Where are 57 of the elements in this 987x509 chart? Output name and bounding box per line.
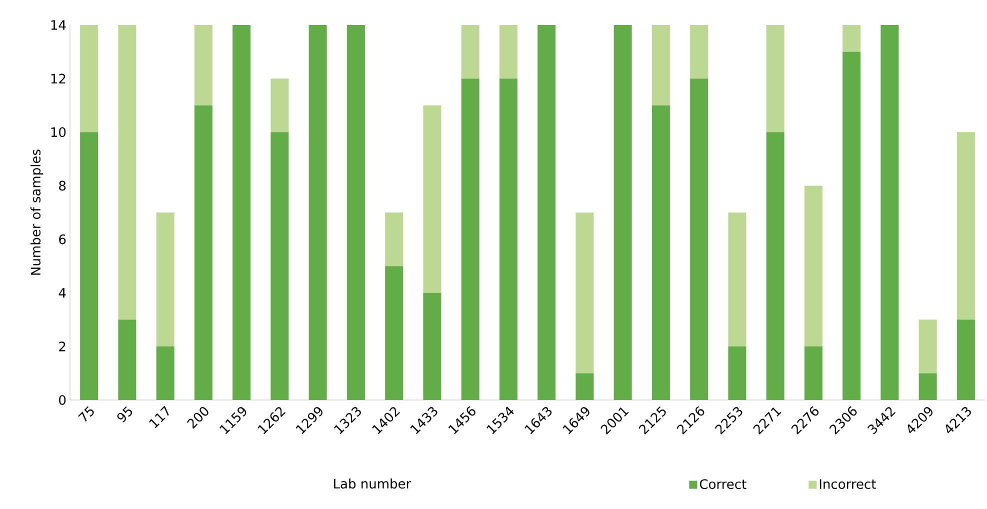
bar bbox=[499, 25, 518, 79]
bar bbox=[956, 132, 975, 320]
bar bbox=[652, 25, 670, 106]
y-axis-title: Number of samples bbox=[30, 150, 44, 275]
bar bbox=[385, 266, 404, 400]
legend-label: Incorrect bbox=[820, 479, 876, 489]
bar bbox=[194, 25, 212, 106]
x-tick-label: 95 bbox=[117, 406, 132, 422]
y-tick-label: 6 bbox=[59, 234, 66, 244]
bar bbox=[842, 25, 861, 52]
y-tick-label: 8 bbox=[59, 180, 66, 191]
bar bbox=[156, 346, 174, 400]
x-tick-label: 75 bbox=[78, 406, 94, 422]
bar bbox=[576, 212, 594, 374]
bar bbox=[918, 373, 937, 400]
bar bbox=[385, 212, 404, 266]
bar bbox=[499, 78, 518, 400]
y-tick-label: 0 bbox=[59, 395, 66, 405]
bar bbox=[538, 25, 556, 400]
bar bbox=[423, 292, 442, 400]
bar bbox=[918, 320, 937, 374]
bar bbox=[80, 132, 98, 400]
bar bbox=[232, 25, 251, 400]
bar bbox=[270, 78, 289, 132]
bar bbox=[614, 25, 632, 400]
x-tick-label: 200 bbox=[187, 407, 208, 429]
bar bbox=[118, 25, 136, 320]
bar bbox=[766, 132, 784, 400]
bar bbox=[690, 25, 708, 79]
bar bbox=[156, 212, 174, 346]
bar bbox=[690, 78, 708, 400]
legend-label: Correct bbox=[700, 479, 746, 490]
bar bbox=[346, 25, 365, 400]
bar bbox=[576, 373, 594, 400]
bar bbox=[728, 346, 746, 400]
bar bbox=[804, 186, 822, 346]
y-tick-label: 12 bbox=[51, 74, 66, 84]
bar bbox=[728, 212, 746, 346]
bar bbox=[80, 25, 98, 132]
y-tick-label: 10 bbox=[51, 127, 66, 138]
bar bbox=[118, 320, 136, 400]
bar bbox=[270, 132, 289, 400]
bar bbox=[766, 25, 784, 132]
bar bbox=[652, 105, 670, 400]
bar bbox=[194, 105, 212, 400]
bar bbox=[880, 25, 899, 400]
bar bbox=[461, 25, 480, 79]
bar bbox=[308, 25, 327, 400]
bar bbox=[842, 52, 861, 400]
y-tick-label: 14 bbox=[51, 20, 66, 30]
y-tick-label: 2 bbox=[59, 342, 66, 352]
bar bbox=[956, 320, 975, 400]
bar bbox=[461, 78, 480, 400]
bar bbox=[423, 105, 442, 293]
y-tick-label: 4 bbox=[58, 288, 66, 298]
bar bbox=[804, 346, 822, 400]
x-axis-title: Lab number bbox=[334, 478, 412, 489]
